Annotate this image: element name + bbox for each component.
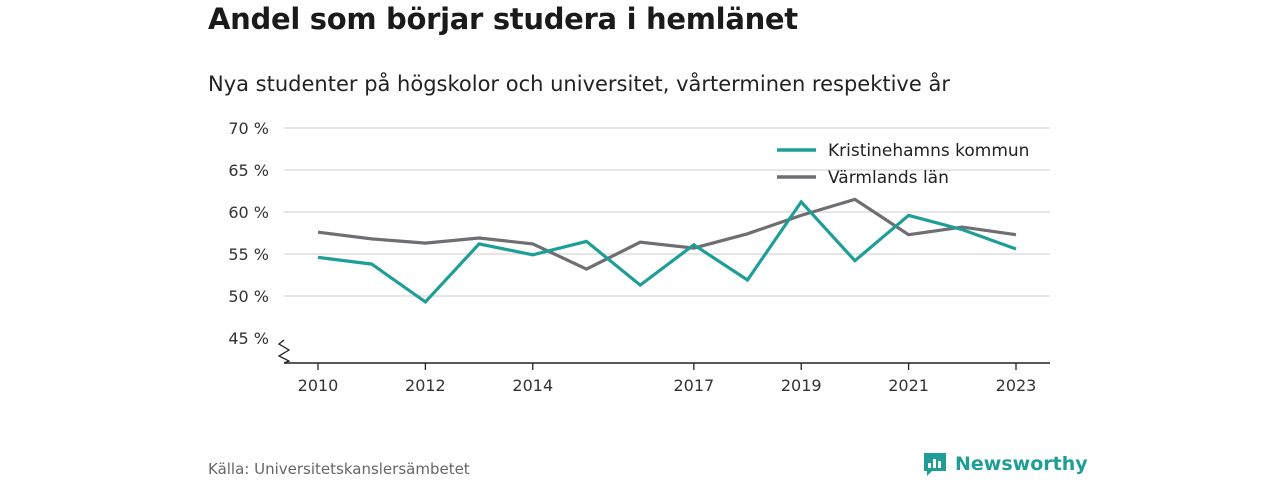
source-note: Källa: Universitetskanslersämbetet — [208, 460, 470, 478]
y-tick-label: 55 % — [228, 245, 269, 264]
grid-lines — [284, 127, 1050, 297]
legend: Kristinehamns kommun Värmlands län — [777, 141, 1029, 188]
series-line — [317, 199, 1017, 305]
chart-title: Andel som börjar studera i hemlänet — [208, 2, 798, 36]
y-tick-label: 65 % — [228, 161, 269, 180]
axis-break-icon — [277, 339, 291, 364]
chart-subtitle: Nya studenter på högskolor och universit… — [208, 72, 950, 96]
y-tick-label: 70 % — [228, 119, 269, 138]
x-tick-label: 2021 — [888, 376, 929, 395]
x-tick-label: 2019 — [781, 376, 822, 395]
x-tick-label: 2010 — [298, 376, 339, 395]
newsworthy-logo-icon — [924, 453, 946, 476]
line-chart: 70 %65 %60 %55 %50 %45 % 2010 2012 2014 201… — [228, 119, 1050, 395]
y-tick-label: 50 % — [228, 287, 269, 306]
series-lines — [317, 197, 1017, 305]
y-axis-ticks: 70 % 65 % 60 % 55 % 50 % 45 % — [228, 119, 269, 348]
x-axis-ticks: 2010 2012 2014 2017 2019 2021 2023 — [298, 363, 1037, 395]
brand-name: Newsworthy — [955, 453, 1088, 475]
legend-label: Kristinehamns kommun — [828, 141, 1029, 161]
y-tick-label: 45 % — [228, 329, 269, 348]
legend-label: Värmlands län — [828, 168, 949, 188]
x-axis — [277, 339, 1050, 364]
x-tick-label: 2014 — [512, 376, 553, 395]
y-tick-label: 60 % — [228, 203, 269, 222]
x-tick-label: 2012 — [405, 376, 446, 395]
brand-logo: Newsworthy — [922, 451, 1088, 477]
x-tick-label: 2017 — [673, 376, 714, 395]
x-tick-label: 2023 — [996, 376, 1037, 395]
series-line — [317, 197, 1017, 271]
